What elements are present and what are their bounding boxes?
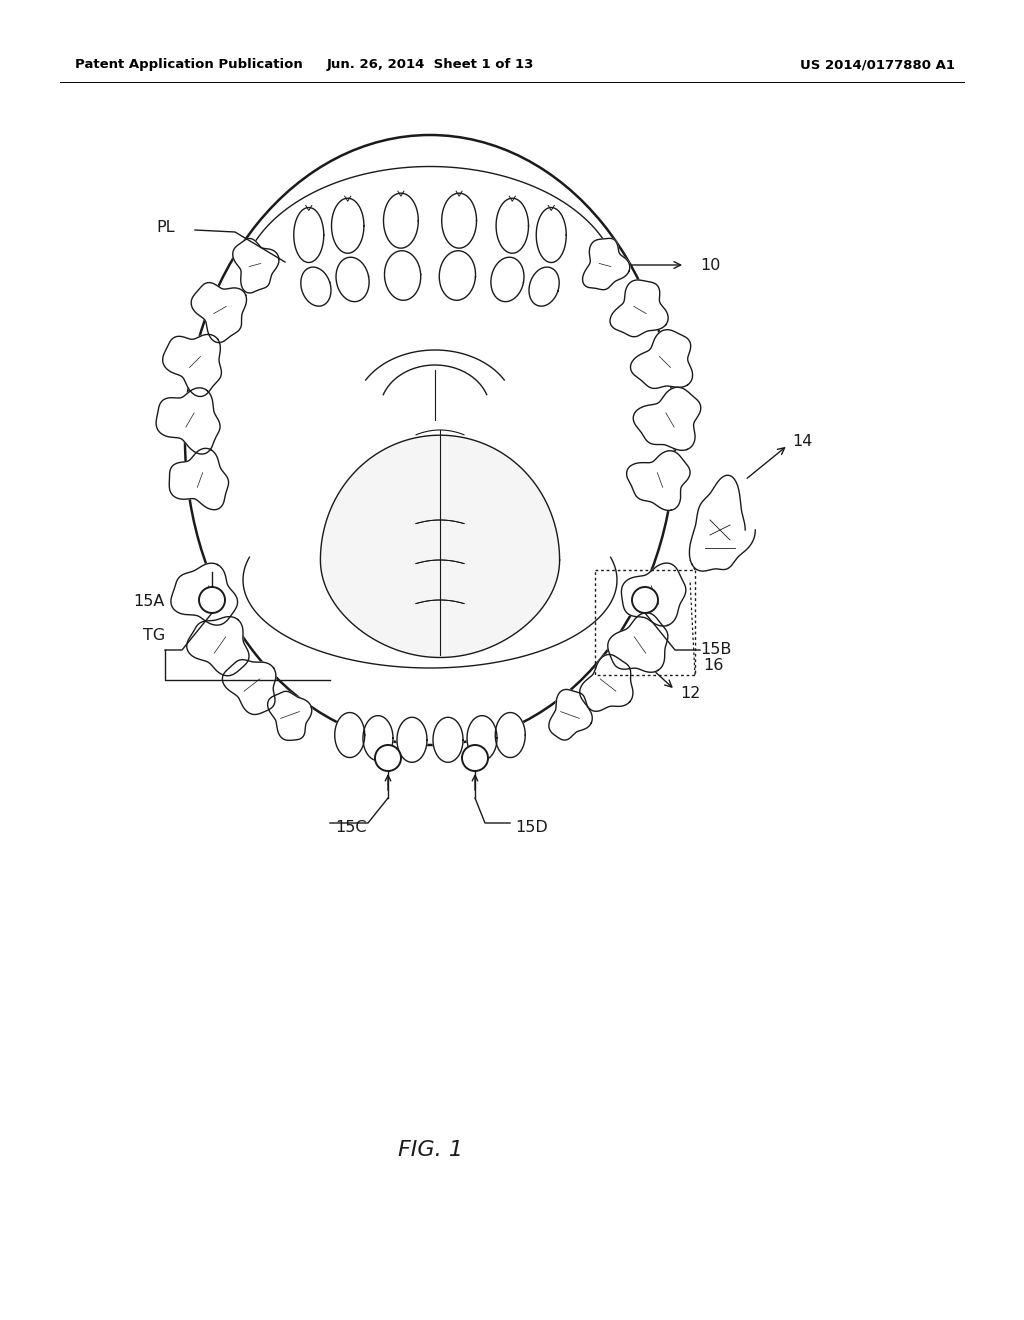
Polygon shape — [335, 713, 365, 758]
Polygon shape — [622, 564, 686, 626]
Polygon shape — [171, 564, 238, 626]
Text: 16: 16 — [703, 657, 723, 672]
Text: Jun. 26, 2014  Sheet 1 of 13: Jun. 26, 2014 Sheet 1 of 13 — [327, 58, 534, 71]
Text: 15B: 15B — [700, 643, 731, 657]
Polygon shape — [169, 449, 228, 510]
Polygon shape — [549, 689, 592, 741]
Circle shape — [375, 744, 401, 771]
Polygon shape — [537, 207, 566, 263]
Polygon shape — [294, 207, 324, 263]
Polygon shape — [301, 267, 331, 306]
Circle shape — [462, 744, 488, 771]
Text: 15A: 15A — [133, 594, 165, 610]
Text: 12: 12 — [680, 685, 700, 701]
Polygon shape — [384, 251, 421, 300]
Polygon shape — [191, 282, 247, 343]
Text: TG: TG — [142, 627, 165, 643]
Polygon shape — [529, 267, 559, 306]
Text: 15D: 15D — [515, 821, 548, 836]
Polygon shape — [362, 715, 393, 760]
Polygon shape — [496, 713, 525, 758]
Polygon shape — [156, 388, 220, 454]
Polygon shape — [496, 198, 528, 253]
Polygon shape — [336, 257, 369, 302]
Polygon shape — [583, 239, 630, 290]
Circle shape — [632, 587, 658, 612]
Text: PL: PL — [157, 220, 175, 235]
Polygon shape — [441, 193, 476, 248]
Polygon shape — [627, 450, 690, 511]
Polygon shape — [384, 193, 418, 248]
Polygon shape — [580, 655, 633, 711]
Polygon shape — [163, 334, 221, 396]
Text: 15C: 15C — [335, 821, 367, 836]
Circle shape — [199, 587, 225, 612]
Polygon shape — [689, 475, 756, 572]
Text: FIG. 1: FIG. 1 — [397, 1140, 463, 1160]
Polygon shape — [321, 436, 559, 657]
Polygon shape — [332, 198, 364, 253]
Polygon shape — [267, 692, 311, 741]
Polygon shape — [232, 239, 279, 293]
Polygon shape — [490, 257, 524, 302]
Polygon shape — [608, 612, 668, 672]
Text: US 2014/0177880 A1: US 2014/0177880 A1 — [800, 58, 955, 71]
Polygon shape — [610, 280, 669, 337]
Polygon shape — [186, 616, 249, 676]
Text: 14: 14 — [792, 434, 812, 450]
Text: Patent Application Publication: Patent Application Publication — [75, 58, 303, 71]
Text: 10: 10 — [700, 257, 720, 272]
Polygon shape — [397, 717, 427, 762]
Bar — [595, 570, 695, 675]
Polygon shape — [222, 660, 275, 714]
Polygon shape — [433, 717, 463, 762]
Polygon shape — [633, 387, 700, 450]
Polygon shape — [467, 715, 497, 760]
Polygon shape — [631, 330, 692, 388]
Polygon shape — [439, 251, 475, 300]
